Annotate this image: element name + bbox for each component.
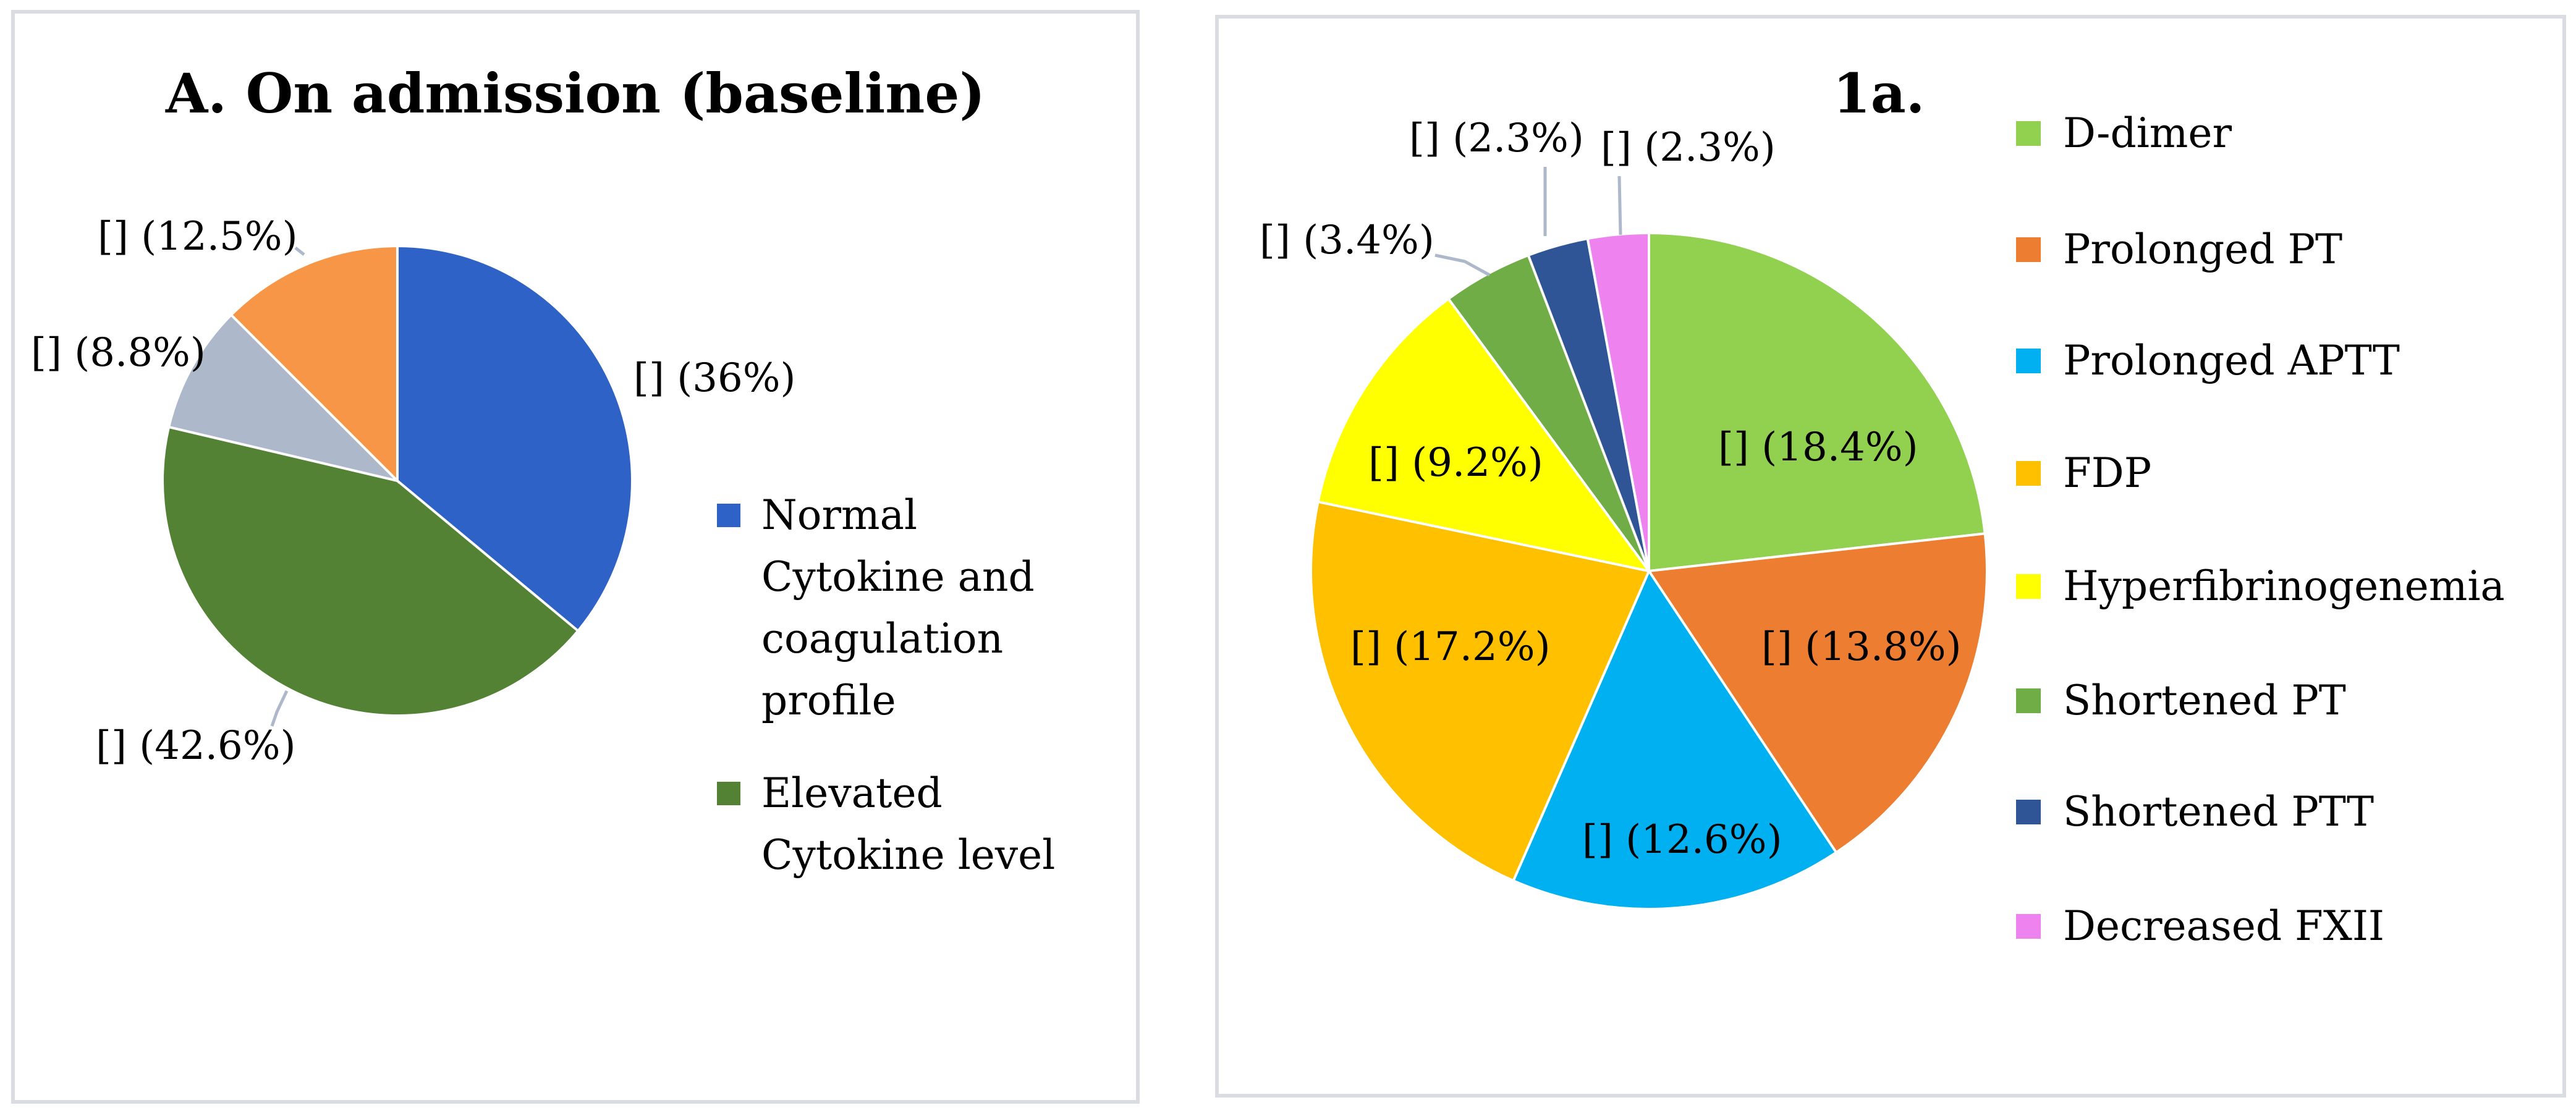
chart-b-data-label-1: [] (13.8%) [1761, 624, 1962, 670]
chart-b-legend-swatch-5 [2016, 688, 2041, 713]
chart-a-labels: [] (36%) [] (42.6%) [] (8.8%) [] (12.5%) [31, 214, 795, 769]
chart-b-data-label-4: [] (9.2%) [1368, 440, 1543, 486]
chart-a-slice-unnamed-3 [229, 244, 399, 484]
chart-b-legend-label-5: Shortened PT [2063, 677, 2346, 724]
chart-b-legend-swatch-7 [2016, 914, 2041, 939]
chart-b-slice-decreased-fxii [1586, 231, 1650, 572]
chart-b-pie [1309, 231, 1988, 910]
chart-a-legend-label-1: Elevated Cytokine level [761, 769, 1055, 879]
chart-a-legend-label-0: Normal Cytokine and coagulation profile [761, 491, 1035, 724]
chart-b-data-label-5: [] (3.4%) [1260, 218, 1434, 263]
chart-b-legend: D-dimer Prolonged PT Prolonged APTT FDP Hyp… [2016, 109, 2505, 950]
chart-a-slice-elevated-cytokine-level [161, 425, 580, 717]
chart-a-data-label-2: [] (8.8%) [31, 330, 206, 376]
chart-a-leader-line-1 [270, 690, 289, 727]
chart-b-data-label-0: [] (18.4%) [1718, 425, 1918, 470]
chart-b-legend-label-2: Prolonged APTT [2063, 337, 2400, 384]
chart-a-title: A. On admission (baseline) [165, 61, 985, 125]
chart-b-data-label-2: [] (12.6%) [1582, 817, 1782, 863]
chart-b-legend-swatch-1 [2016, 237, 2041, 262]
chart-a-data-label-1: [] (42.6%) [96, 723, 296, 769]
chart-b-legend-swatch-6 [2016, 800, 2041, 824]
chart-b-data-label-6: [] (2.3%) [1409, 116, 1584, 161]
chart-b-legend-swatch-3 [2016, 461, 2041, 486]
chart-b-labels: [] (18.4%) [] (13.8%) [] (12.6%) [] (17.2%)… [1260, 116, 1962, 863]
chart-b-legend-label-0: D-dimer [2063, 109, 2232, 157]
chart-b-legend-swatch-4 [2016, 574, 2041, 599]
chart-a-data-label-0: [] (36%) [633, 355, 795, 401]
chart-a-legend: Normal Cytokine and coagulation profile Elev… [717, 491, 1055, 879]
chart-b-slice-fdp [1309, 500, 1651, 882]
chart-b-legend-label-7: Decreased FXII [2063, 902, 2384, 950]
chart-a-data-label-3: [] (12.5%) [98, 214, 298, 260]
chart-b-legend-label-6: Shortened PTT [2063, 788, 2374, 836]
chart-a-legend-swatch-1 [717, 782, 740, 805]
chart-a-pie [161, 244, 633, 717]
chart-b-title: 1a. [1833, 61, 1925, 125]
chart-b-leader-line-7 [1617, 176, 1622, 235]
chart-b-slice-hyperfibrinogenemia [1316, 297, 1652, 573]
chart-b-data-label-7: [] (2.3%) [1601, 125, 1776, 171]
chart-b-legend-label-1: Prolonged PT [2063, 226, 2342, 273]
chart-b-slice-prolonged-pt [1646, 532, 1988, 855]
chart-a-slice-unnamed-2 [167, 313, 402, 483]
chart-a-legend-swatch-0 [717, 504, 740, 527]
chart-a-leader-line-3 [294, 247, 305, 256]
chart-b-data-label-3: [] (17.2%) [1350, 624, 1551, 670]
chart-b-legend-swatch-2 [2016, 349, 2041, 373]
chart-b-legend-label-4: Hyperfibrinogenemia [2063, 562, 2505, 610]
chart-b-slice-d-dimer [1648, 231, 1986, 573]
chart-b-legend-swatch-0 [2016, 121, 2041, 146]
chart-b-legend-label-3: FDP [2063, 449, 2151, 497]
chart-b-slice-prolonged-aptt [1512, 568, 1838, 910]
chart-a-slice-normal-cytokine-and-coagulation-profile [396, 244, 633, 633]
chart-b-leader-line-5 [1434, 253, 1491, 277]
